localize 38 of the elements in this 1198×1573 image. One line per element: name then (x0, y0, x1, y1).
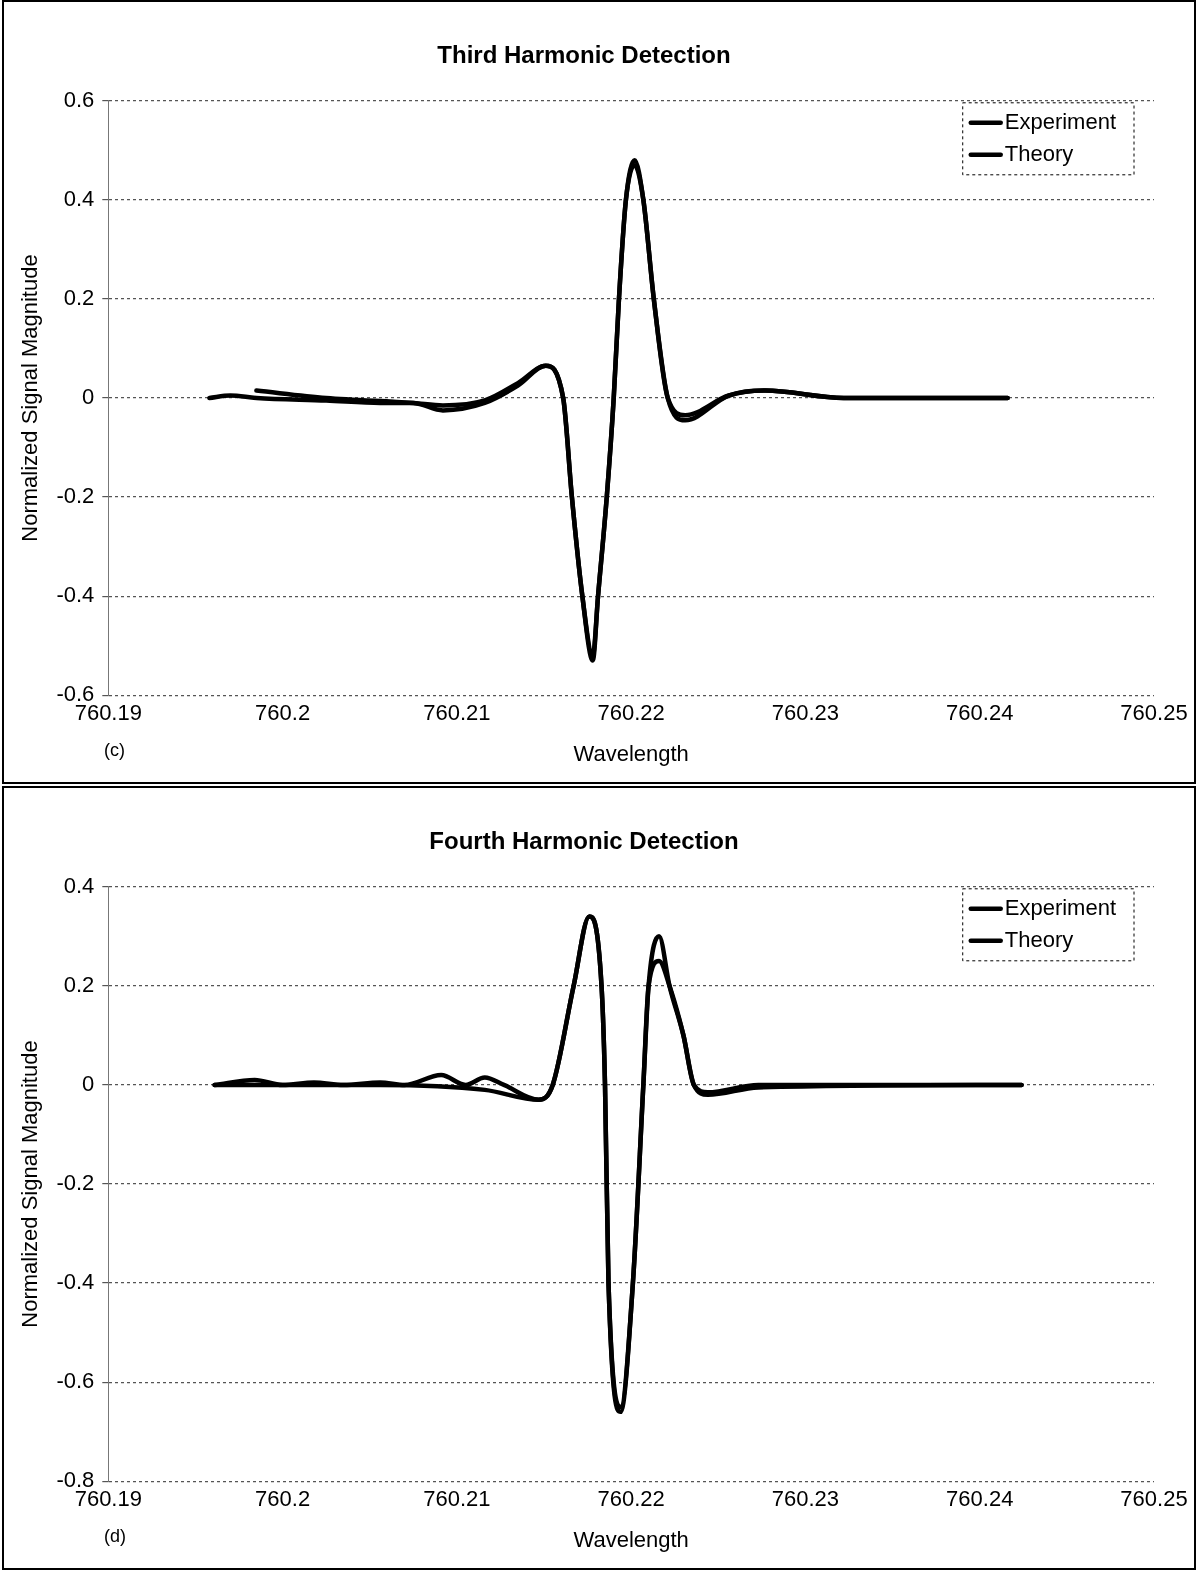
y-tick-label: -0.4 (56, 582, 95, 608)
chart-title: Third Harmonic Detection (437, 41, 731, 69)
x-tick-label: 760.25 (1120, 1486, 1188, 1512)
y-tick-label: 0 (82, 1071, 95, 1096)
x-axis-title: Wavelength (573, 740, 689, 766)
x-tick-label: 760.21 (423, 1486, 491, 1512)
x-tick-label: 760.2 (255, 1486, 311, 1512)
chart-title: Fourth Harmonic Detection (429, 827, 739, 855)
y-tick-label: -0.2 (56, 483, 95, 509)
x-tick-label: 760.22 (597, 1486, 665, 1512)
x-tick-label: 760.19 (74, 1486, 142, 1512)
y-tick-label: 0.4 (63, 185, 95, 211)
x-tick-label: 760.21 (423, 700, 491, 726)
text: (d) (104, 1525, 126, 1546)
y-tick-label: 0 (82, 384, 95, 410)
legend-label: Experiment (1004, 108, 1117, 134)
x-tick-label: 760.22 (597, 700, 665, 726)
x-tick-label: 760.2 (255, 700, 311, 726)
y-tick-label: -0.4 (56, 1269, 95, 1295)
y-tick-label: -0.2 (56, 1170, 95, 1196)
x-tick-label: 760.24 (946, 700, 1014, 726)
text: (c) (104, 739, 125, 760)
legend-label: Experiment (1004, 894, 1117, 920)
legend-label: Theory (1004, 140, 1074, 166)
y-tick-label: 0.2 (63, 285, 95, 310)
x-tick-label: 760.23 (771, 700, 840, 726)
y-tick-label: 0.6 (63, 86, 95, 112)
x-tick-label: 760.19 (74, 700, 142, 726)
y-axis-title: Normalized Signal Magnitude (17, 254, 43, 542)
y-axis-title: Normalized Signal Magnitude (17, 1040, 43, 1328)
x-tick-label: 760.25 (1120, 700, 1188, 726)
y-tick-label: 0.4 (63, 872, 95, 898)
x-tick-label: 760.23 (771, 1486, 840, 1512)
legend-label: Theory (1004, 926, 1074, 952)
x-tick-label: 760.24 (946, 1486, 1014, 1512)
y-tick-label: 0.2 (63, 971, 95, 997)
y-tick-label: -0.6 (56, 1368, 95, 1394)
x-axis-title: Wavelength (573, 1526, 689, 1552)
